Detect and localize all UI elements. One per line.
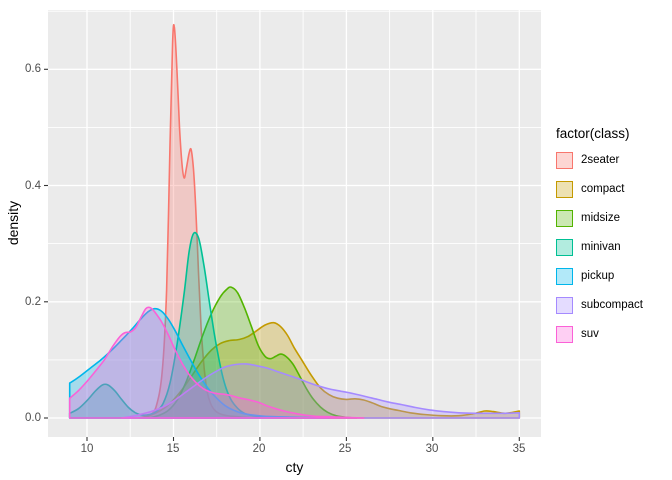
legend-item-pickup: pickup (556, 267, 643, 285)
y-axis-title: density (5, 200, 21, 246)
legend-label: subcompact (581, 299, 644, 311)
legend-label: pickup (581, 270, 615, 282)
legend-swatch (556, 267, 573, 285)
legend-label: suv (581, 328, 599, 340)
x-tick-label: 30 (425, 443, 439, 455)
legend-swatch (556, 151, 573, 169)
density-curve-subcompact (120, 363, 521, 419)
legend-swatch (556, 325, 573, 343)
legend-item-minivan: minivan (556, 238, 643, 256)
y-tick-label: 0.6 (25, 63, 41, 75)
legend: factor(class) 2seater compact midsize mi… (556, 126, 643, 354)
legend-item-subcompact: subcompact (556, 296, 643, 314)
legend-item-midsize: midsize (556, 209, 643, 227)
legend-label: 2seater (581, 154, 620, 166)
legend-swatch (556, 238, 573, 256)
legend-swatch (556, 296, 573, 314)
legend-title: factor(class) (556, 126, 630, 141)
legend-swatch (556, 180, 573, 198)
y-tick-label: 0.2 (25, 296, 41, 308)
x-tick-label: 15 (166, 443, 180, 455)
density-curve-minivan (68, 231, 296, 419)
y-tick-label: 0.0 (25, 412, 41, 424)
x-tick-label: 20 (252, 443, 266, 455)
legend-label: midsize (581, 212, 620, 224)
x-tick-label: 25 (338, 443, 352, 455)
x-tick-label: 35 (512, 443, 526, 455)
density-curve-2seater (141, 24, 261, 419)
legend-item-compact: compact (556, 180, 643, 198)
y-tick-label: 0.4 (25, 180, 41, 192)
x-axis-title: cty (285, 459, 304, 475)
density-curve-pickup (68, 307, 330, 419)
density-curve-midsize (148, 286, 358, 419)
legend-swatch (556, 209, 573, 227)
legend-item-suv: suv (556, 325, 643, 343)
legend-item-2seater: 2seater (556, 151, 643, 169)
density-curve-compact (138, 321, 521, 419)
density-curve-suv (68, 306, 365, 419)
legend-label: compact (581, 183, 625, 195)
x-tick-label: 10 (80, 443, 94, 455)
legend-label: minivan (581, 241, 621, 253)
